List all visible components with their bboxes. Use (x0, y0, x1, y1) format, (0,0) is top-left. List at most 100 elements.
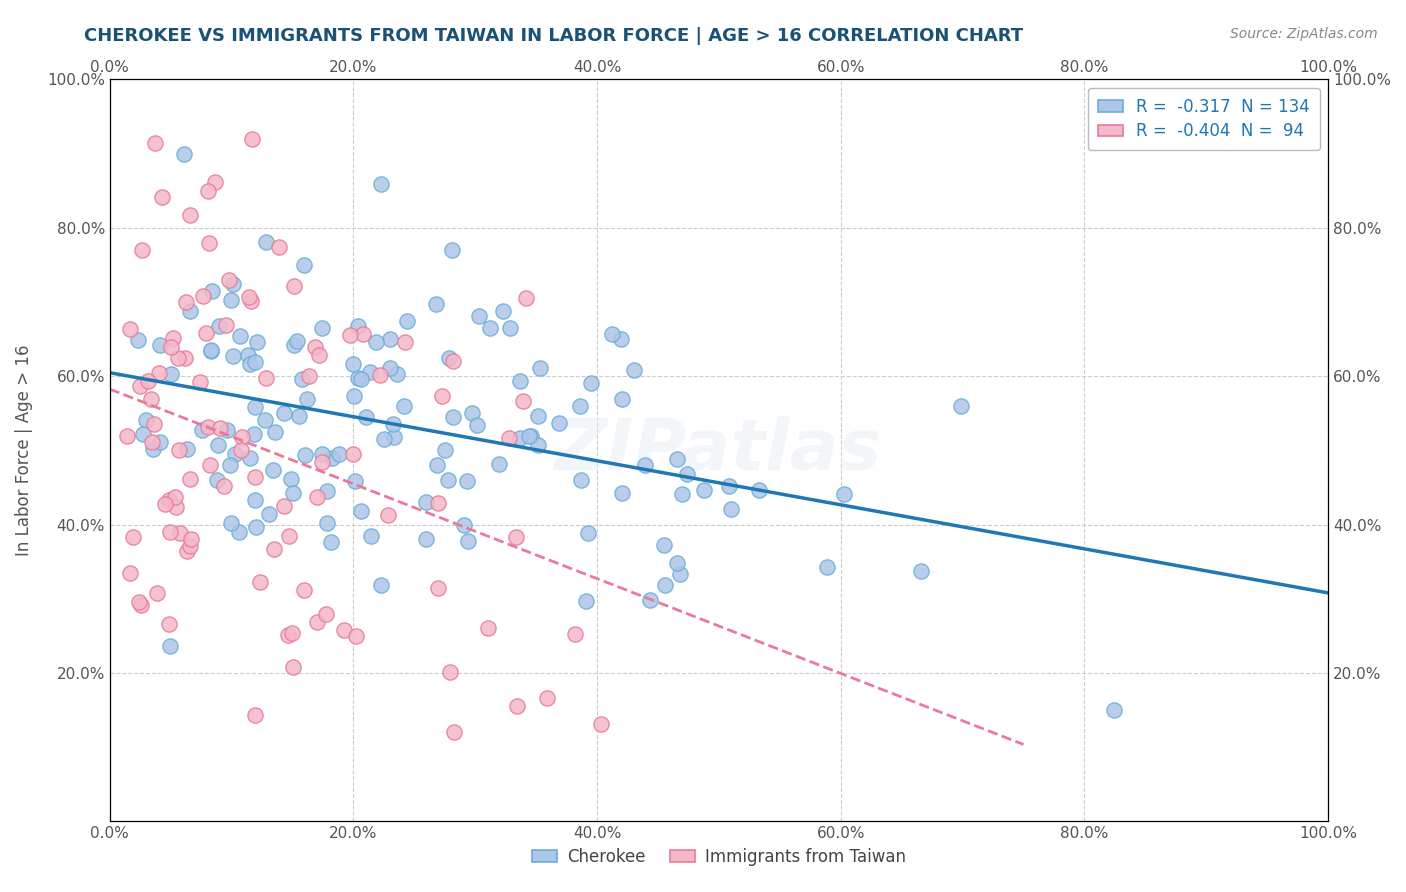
Immigrants from Taiwan (142, 417, 165, 432)
Cherokee (224, 447, 246, 461)
Cherokee (222, 350, 245, 364)
Cherokee (426, 458, 449, 472)
Immigrants from Taiwan (239, 293, 262, 308)
Cherokee (321, 534, 343, 549)
Cherokee (349, 371, 371, 385)
Cherokee (380, 361, 402, 376)
Cherokee (1102, 703, 1125, 717)
Immigrants from Taiwan (304, 340, 326, 354)
Immigrants from Taiwan (194, 326, 217, 341)
Cherokee (467, 310, 489, 324)
Cherokee (207, 438, 229, 452)
Text: Source: ZipAtlas.com: Source: ZipAtlas.com (1230, 27, 1378, 41)
Cherokee (254, 413, 277, 427)
Cherokee (509, 431, 531, 445)
Cherokee (132, 426, 155, 441)
Immigrants from Taiwan (136, 375, 159, 389)
Cherokee (205, 473, 228, 487)
Immigrants from Taiwan (159, 524, 181, 539)
Cherokee (437, 351, 460, 365)
Cherokee (675, 467, 697, 481)
Cherokee (575, 594, 598, 608)
Cherokee (488, 457, 510, 471)
Cherokee (287, 334, 309, 348)
Cherokee (127, 333, 149, 347)
Cherokee (242, 427, 264, 442)
Immigrants from Taiwan (198, 235, 221, 250)
Cherokee (569, 400, 592, 414)
Cherokee (176, 442, 198, 456)
Cherokee (208, 318, 231, 333)
Cherokee (315, 484, 337, 499)
Immigrants from Taiwan (157, 617, 180, 632)
Immigrants from Taiwan (591, 716, 613, 731)
Immigrants from Taiwan (141, 435, 163, 450)
Immigrants from Taiwan (198, 458, 221, 473)
Immigrants from Taiwan (269, 239, 291, 253)
Immigrants from Taiwan (298, 369, 321, 384)
Cherokee (346, 370, 368, 384)
Immigrants from Taiwan (263, 541, 285, 556)
Cherokee (245, 520, 267, 534)
Immigrants from Taiwan (143, 136, 166, 150)
Immigrants from Taiwan (243, 470, 266, 484)
Immigrants from Taiwan (229, 442, 252, 457)
Cherokee (283, 338, 305, 352)
Immigrants from Taiwan (441, 354, 464, 368)
Immigrants from Taiwan (197, 184, 219, 198)
Cherokee (579, 376, 602, 390)
Cherokee (394, 399, 416, 413)
Cherokee (479, 320, 502, 334)
Cherokee (273, 406, 295, 420)
Immigrants from Taiwan (394, 334, 416, 349)
Cherokee (142, 442, 165, 456)
Cherokee (499, 320, 522, 334)
Immigrants from Taiwan (131, 243, 153, 257)
Immigrants from Taiwan (167, 443, 190, 458)
Cherokee (666, 452, 689, 467)
Cherokee (344, 474, 367, 488)
Immigrants from Taiwan (281, 626, 304, 640)
Immigrants from Taiwan (174, 294, 197, 309)
Cherokee (640, 593, 662, 607)
Immigrants from Taiwan (515, 291, 537, 305)
Cherokee (149, 338, 172, 352)
Cherokee (441, 410, 464, 425)
Legend: R =  -0.317  N = 134, R =  -0.404  N =  94: R = -0.317 N = 134, R = -0.404 N = 94 (1088, 87, 1320, 151)
Cherokee (576, 526, 599, 541)
Cherokee (245, 401, 267, 415)
Cherokee (254, 235, 277, 249)
Immigrants from Taiwan (118, 566, 141, 580)
Cherokee (526, 437, 548, 451)
Immigrants from Taiwan (332, 623, 354, 637)
Cherokee (382, 417, 405, 432)
Cherokee (815, 560, 838, 574)
Cherokee (228, 524, 250, 539)
Cherokee (173, 146, 195, 161)
Immigrants from Taiwan (277, 628, 299, 642)
Immigrants from Taiwan (215, 318, 238, 332)
Cherokee (526, 409, 548, 423)
Cherokee (610, 392, 633, 406)
Cherokee (668, 567, 690, 582)
Cherokee (415, 532, 437, 546)
Immigrants from Taiwan (169, 526, 191, 541)
Cherokee (160, 368, 183, 382)
Immigrants from Taiwan (368, 368, 391, 383)
Immigrants from Taiwan (174, 351, 197, 365)
Cherokee (217, 424, 239, 438)
Cherokee (832, 487, 855, 501)
Immigrants from Taiwan (162, 330, 184, 344)
Cherokee (238, 348, 260, 362)
Immigrants from Taiwan (190, 375, 212, 389)
Cherokee (509, 374, 531, 388)
Cherokee (359, 365, 381, 379)
Cherokee (453, 518, 475, 533)
Text: CHEROKEE VS IMMIGRANTS FROM TAIWAN IN LABOR FORCE | AGE > 16 CORRELATION CHART: CHEROKEE VS IMMIGRANTS FROM TAIWAN IN LA… (84, 27, 1024, 45)
Immigrants from Taiwan (122, 530, 145, 544)
Cherokee (623, 363, 645, 377)
Cherokee (529, 360, 551, 375)
Immigrants from Taiwan (129, 379, 152, 393)
Immigrants from Taiwan (443, 725, 465, 739)
Cherokee (200, 343, 222, 357)
